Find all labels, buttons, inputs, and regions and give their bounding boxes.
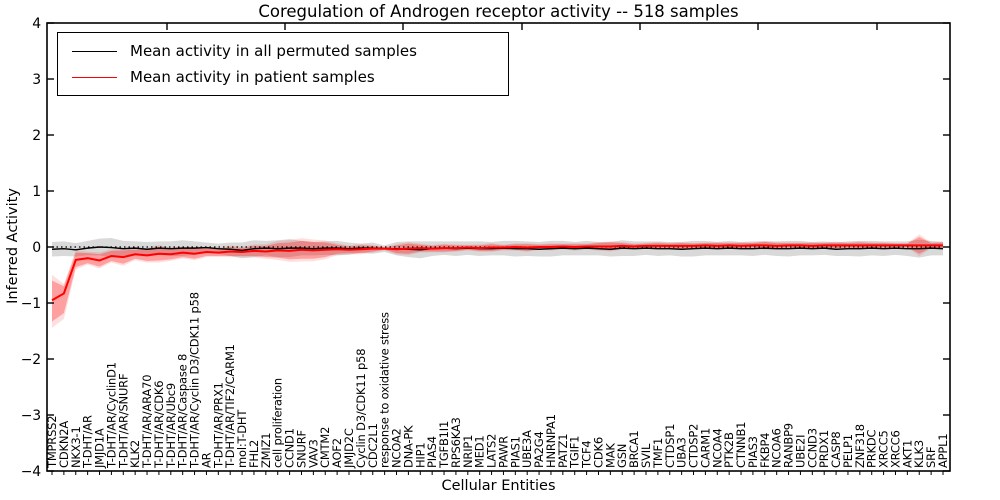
x-category-label: TCF4 xyxy=(580,440,594,469)
x-category-label: VAV3 xyxy=(306,439,320,468)
x-category-label: RPS6KA3 xyxy=(449,417,463,468)
x-category-label: Cyclin D3/CDK11 p58 xyxy=(354,349,368,468)
x-category-label: CTDSP2 xyxy=(687,424,701,468)
legend-label-patient: Mean activity in patient samples xyxy=(130,68,375,86)
x-category-label: PELP1 xyxy=(841,434,855,468)
x-category-label: TMPRSS2 xyxy=(45,416,59,469)
x-category-label: T-DHT/AR/PRX1 xyxy=(211,382,225,469)
x-category-label: CDKN2A xyxy=(57,421,71,468)
x-category-label: response to oxidative stress xyxy=(378,312,392,468)
x-category-label: TGIF1 xyxy=(568,436,582,469)
y-tick-label: −2 xyxy=(21,352,41,368)
x-category-label: HNRNPA1 xyxy=(544,414,558,468)
x-category-label: SRF xyxy=(924,447,938,468)
x-category-label: PIAS3 xyxy=(746,436,760,468)
x-category-label: CASP8 xyxy=(829,432,843,468)
x-category-label: AKT1 xyxy=(900,440,914,468)
x-category-label: KLK3 xyxy=(912,440,926,468)
x-category-label: NKX3-1 xyxy=(69,426,83,468)
x-category-label: PTK2B xyxy=(722,432,736,468)
x-category-label: LATS2 xyxy=(485,434,499,468)
x-category-label: SVIL xyxy=(639,443,653,468)
y-tick-label: 4 xyxy=(32,16,41,32)
x-category-label: CARM1 xyxy=(698,428,712,468)
x-category-label: APPL1 xyxy=(936,434,950,468)
x-category-label: TGFB1I1 xyxy=(437,421,451,469)
x-category-label: PRDX1 xyxy=(817,430,831,468)
x-axis-title: Cellular Entities xyxy=(441,478,556,494)
x-category-label: TMF1 xyxy=(651,438,665,469)
x-category-label: GSN xyxy=(615,444,629,468)
x-category-label: CTNNB1 xyxy=(734,422,748,468)
x-category-label: JMJD1A xyxy=(93,428,107,469)
patient-band-outer xyxy=(52,234,943,328)
legend-item-patient: Mean activity in patient samples xyxy=(58,64,508,90)
x-category-label: T-DHT/AR/CyclinD1 xyxy=(104,362,118,469)
permuted-line-swatch xyxy=(72,50,117,52)
x-category-label: cell proliferation xyxy=(271,378,285,468)
x-category-label: NCOA4 xyxy=(710,428,724,468)
x-category-label: T-DHT/AR/Caspase 8 xyxy=(176,354,190,469)
x-category-label: NCOA6 xyxy=(770,428,784,468)
x-category-label: PA2G4 xyxy=(532,431,546,468)
x-category-label: SNURF xyxy=(294,430,308,468)
x-category-label: PATZ1 xyxy=(556,434,570,468)
x-category-label: T-DHT/AR/TIF2/CARM1 xyxy=(223,344,237,469)
y-tick-label: −3 xyxy=(21,408,41,424)
legend: Mean activity in all permuted samples Me… xyxy=(57,32,509,96)
x-category-label: PRKDC xyxy=(865,429,879,468)
x-category-label: HIP1 xyxy=(413,443,427,469)
x-category-label: NCOA2 xyxy=(390,428,404,468)
x-category-label: XRCC6 xyxy=(888,430,902,468)
x-category-label: FHL2 xyxy=(247,440,261,468)
x-category-label: JMJD2C xyxy=(342,428,356,469)
x-category-label: RANBP9 xyxy=(782,423,796,468)
chart-title: Coregulation of Androgen receptor activi… xyxy=(258,2,739,21)
y-tick-label: 3 xyxy=(32,72,41,88)
x-category-label: CDK6 xyxy=(591,437,605,468)
x-category-label: T-DHT/AR xyxy=(81,415,95,469)
y-tick-label: 2 xyxy=(32,128,41,144)
x-category-label: NRIP1 xyxy=(461,435,475,468)
x-category-label: UBE3A xyxy=(520,430,534,468)
x-category-label: UBE2I xyxy=(793,435,807,468)
x-category-label: CMTM2 xyxy=(318,427,332,468)
x-category-label: mol:T-DHT xyxy=(235,409,249,468)
x-category-label: PIAS1 xyxy=(508,436,522,468)
x-category-label: FKBP4 xyxy=(758,433,772,468)
x-category-label: T-DHT/AR/Cyclin D3/CDK11 p58 xyxy=(188,292,202,469)
y-tick-label: −4 xyxy=(21,464,42,480)
x-category-label: PIAS4 xyxy=(425,436,439,468)
x-category-label: T-DHT/AR/SNURF xyxy=(116,374,130,469)
x-category-label: KLK2 xyxy=(128,440,142,468)
x-category-label: MAK xyxy=(603,443,617,468)
y-tick-label: 1 xyxy=(32,184,41,200)
y-tick-label: 0 xyxy=(32,240,41,256)
legend-label-permuted: Mean activity in all permuted samples xyxy=(130,42,417,60)
x-category-label: MED1 xyxy=(473,435,487,468)
x-category-label: BRCA1 xyxy=(627,430,641,468)
y-axis-title: Inferred Activity xyxy=(5,188,21,304)
y-tick-label: −1 xyxy=(21,296,41,312)
x-category-label: T-DHT/AR/CDK6 xyxy=(152,381,166,469)
legend-item-permuted: Mean activity in all permuted samples xyxy=(58,38,508,64)
patient-mean-line xyxy=(51,244,943,302)
x-category-label: CCND3 xyxy=(805,428,819,468)
x-category-label: T-DHT/AR/Ubc9 xyxy=(164,383,178,469)
x-category-label: UBA3 xyxy=(675,437,689,468)
x-category-label: ZNF318 xyxy=(853,424,867,468)
x-category-label: PAWR xyxy=(496,436,510,468)
x-category-label: DNA-PK xyxy=(401,425,415,468)
x-category-label: AR xyxy=(199,452,213,468)
x-category-label: CDC2L1 xyxy=(366,423,380,468)
patient-line-swatch xyxy=(72,76,117,78)
x-category-label: XRCC5 xyxy=(877,430,891,468)
x-category-label: ZMIZ1 xyxy=(259,433,273,468)
x-category-label: AOF2 xyxy=(330,438,344,468)
x-category-label: T-DHT/AR/ARA70 xyxy=(140,375,154,469)
x-category-label: CCND1 xyxy=(283,428,297,468)
x-category-label: CTDSP1 xyxy=(663,424,677,468)
